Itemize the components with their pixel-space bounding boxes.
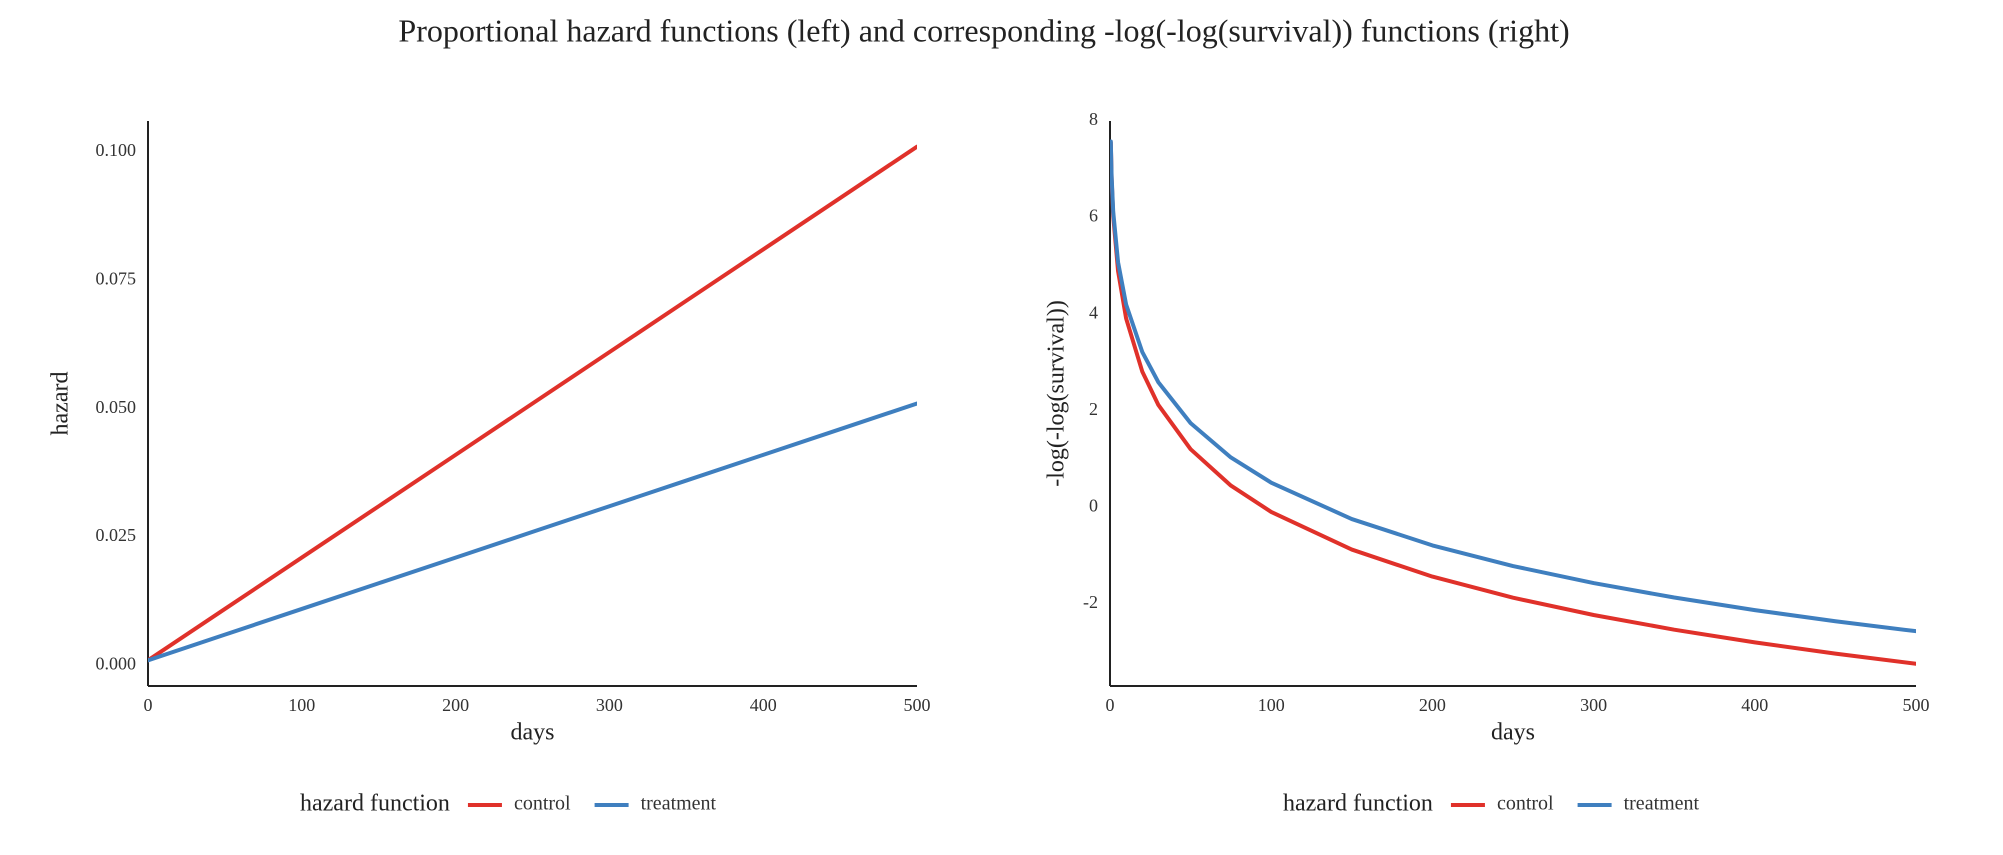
- x-tick-label: 200: [442, 695, 469, 715]
- y-tick-label: 0: [1089, 495, 1098, 515]
- legend-label: control: [514, 793, 571, 815]
- chart-title: Proportional hazard functions (left) and…: [398, 12, 1569, 48]
- panel: 0.000 0.025 0.050 0.075 0.100 0 100 200 300 400 50…: [48, 121, 931, 817]
- legend-label: treatment: [641, 793, 717, 815]
- y-tick-label: 0.100: [96, 140, 137, 160]
- x-axis-label: days: [511, 720, 555, 746]
- y-tick-label: -2: [1083, 592, 1098, 612]
- panel: -2 0 2 4 6 8 0 100 200 300 400 500 days -log(-log(sur…: [1044, 109, 1930, 816]
- legend-label: treatment: [1624, 793, 1700, 815]
- series-line: [148, 401, 917, 663]
- y-tick-label: 0.025: [96, 525, 137, 545]
- x-tick-label: 400: [750, 695, 777, 715]
- legend-title: hazard function: [300, 791, 450, 817]
- y-tick-label: 0.050: [96, 397, 137, 417]
- y-tick-label: 4: [1089, 302, 1098, 322]
- x-tick-label: 100: [288, 695, 315, 715]
- x-tick-label: 500: [904, 695, 931, 715]
- y-tick-label: 2: [1089, 399, 1098, 419]
- x-tick-label: 300: [596, 695, 623, 715]
- legend-title: hazard function: [1283, 791, 1433, 817]
- series-line: [1110, 140, 1916, 666]
- legend-label: control: [1497, 793, 1554, 815]
- y-tick-label: 8: [1089, 109, 1098, 129]
- y-axis-label: -log(-log(survival)): [1044, 300, 1070, 487]
- x-tick-label: 200: [1419, 695, 1446, 715]
- y-tick-label: 6: [1089, 206, 1098, 226]
- series-line: [1110, 139, 1916, 634]
- x-tick-label: 500: [1903, 695, 1930, 715]
- x-tick-label: 100: [1258, 695, 1285, 715]
- y-axis-label: hazard: [48, 372, 74, 436]
- x-tick-label: 0: [144, 695, 153, 715]
- x-tick-label: 400: [1741, 695, 1768, 715]
- x-tick-label: 300: [1580, 695, 1607, 715]
- y-tick-label: 0.000: [96, 654, 137, 674]
- x-axis-label: days: [1491, 720, 1535, 746]
- y-tick-label: 0.075: [96, 268, 137, 288]
- series-line: [148, 144, 917, 663]
- x-tick-label: 0: [1106, 695, 1115, 715]
